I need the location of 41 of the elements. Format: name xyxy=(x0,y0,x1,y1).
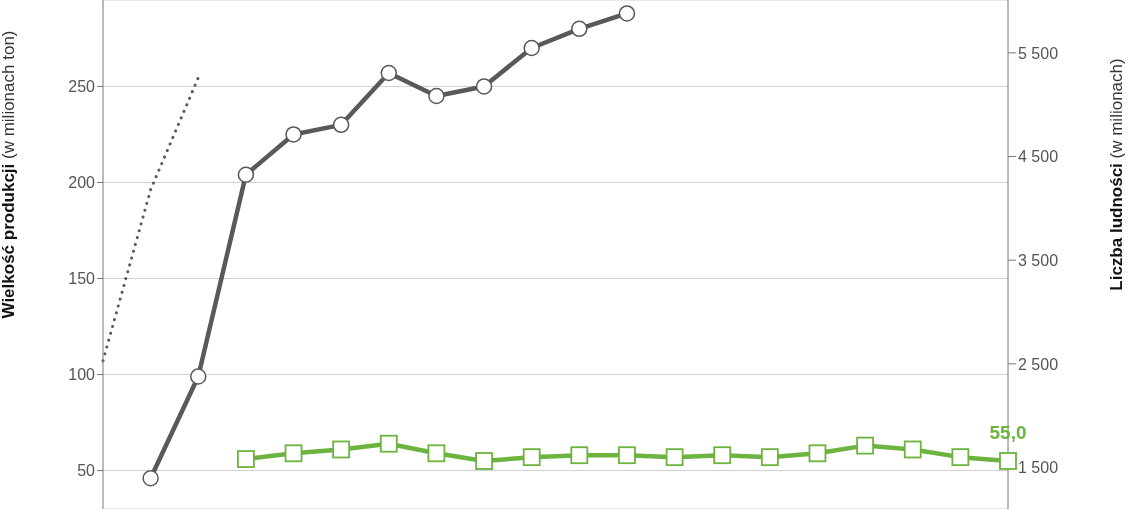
point xyxy=(618,446,636,465)
y-tick-label: 50 xyxy=(77,462,96,480)
point xyxy=(475,78,493,95)
point xyxy=(237,450,255,468)
point xyxy=(523,39,540,57)
point xyxy=(237,166,255,184)
y2-tick-label: 1 500 xyxy=(1018,459,1059,477)
point xyxy=(808,444,827,463)
point xyxy=(332,116,350,134)
y2-tick-label: 5 500 xyxy=(1018,44,1059,62)
point xyxy=(380,64,398,82)
point xyxy=(570,446,589,465)
point xyxy=(427,444,446,463)
point xyxy=(522,448,541,467)
point xyxy=(713,446,732,465)
point xyxy=(903,440,922,459)
point xyxy=(856,436,875,455)
point xyxy=(142,470,159,487)
y2-tick-label: 3 500 xyxy=(1018,251,1059,269)
point xyxy=(999,452,1017,470)
y2-tick-label: 4 500 xyxy=(1018,148,1059,166)
point xyxy=(760,448,779,467)
point xyxy=(284,444,303,463)
y-tick-label: 200 xyxy=(68,174,96,192)
point xyxy=(951,448,970,467)
y2-axis-title: Liczba ludności (w milionach) xyxy=(1107,58,1126,291)
y-tick-label: 150 xyxy=(68,270,96,288)
point xyxy=(665,448,684,467)
data-label: 55,0 xyxy=(989,421,1027,443)
y-tick-label: 100 xyxy=(68,366,96,384)
point xyxy=(475,452,493,470)
point xyxy=(285,126,302,143)
point xyxy=(571,20,588,38)
point xyxy=(428,87,445,105)
y2-tick-label: 2 500 xyxy=(1018,355,1059,373)
y-tick-label: 250 xyxy=(68,78,96,96)
point xyxy=(618,5,636,22)
point xyxy=(379,434,398,453)
point xyxy=(332,440,351,459)
y-axis-title: Wielkość produkcji (w milionach ton) xyxy=(0,30,18,319)
point xyxy=(190,368,207,385)
